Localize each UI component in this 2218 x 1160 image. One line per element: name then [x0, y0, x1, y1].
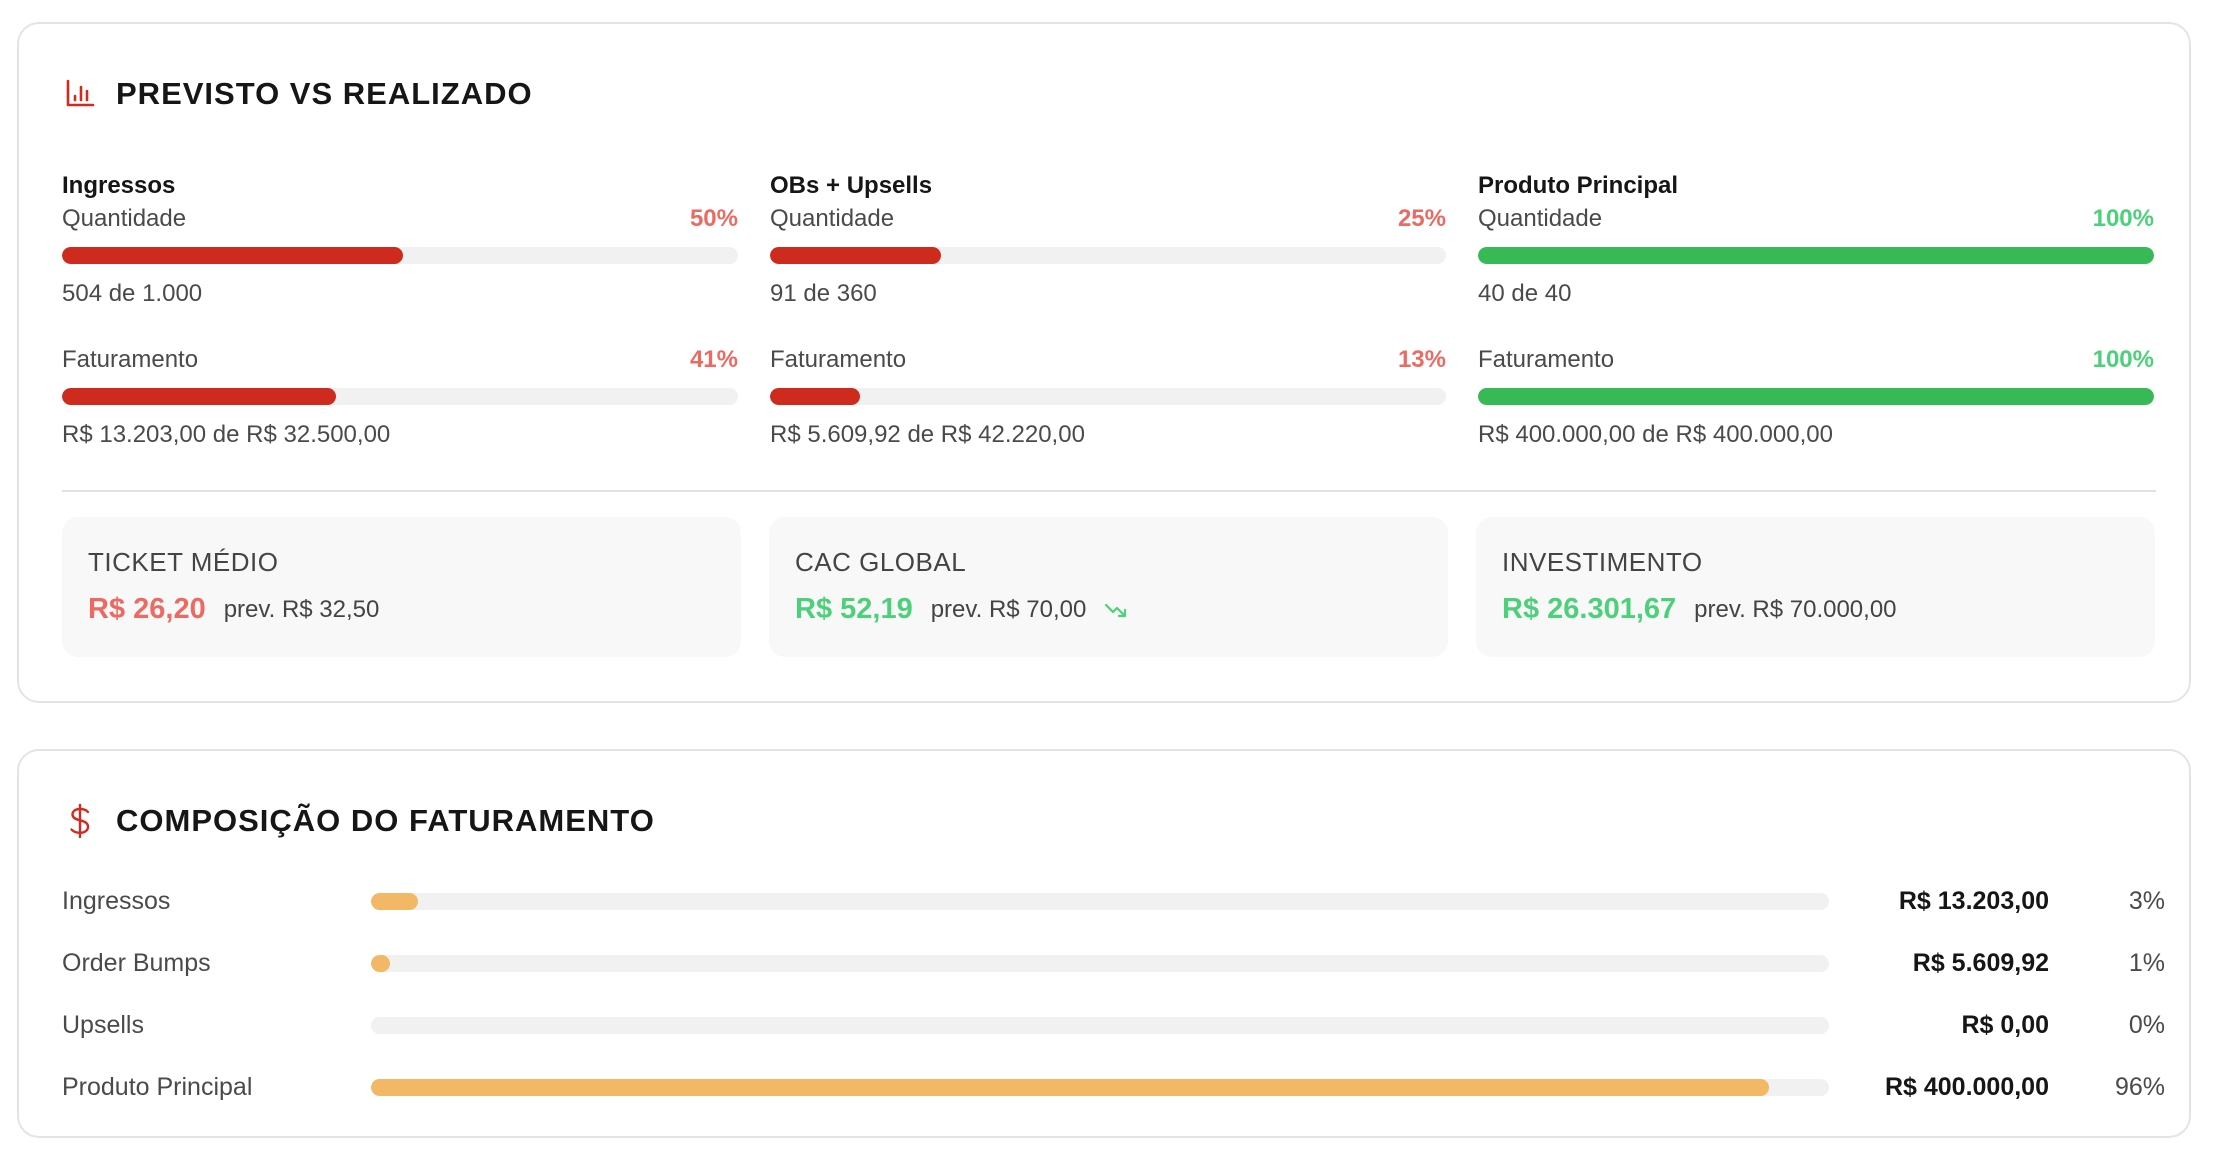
faturamento-metric: Faturamento 41% R$ 13.203,00 de R$ 32.50… [62, 344, 738, 451]
metric-label: Faturamento [1478, 346, 1615, 373]
summary-value: R$ 52,19 [795, 593, 913, 625]
bar-chart-icon [64, 78, 96, 110]
share-fill [371, 954, 390, 972]
progress-bar [62, 388, 738, 405]
composition-row: Upsells R$ 0,00 0% [62, 994, 2167, 1056]
ticket-medio-card: TICKET MÉDIO R$ 26,20 prev. R$ 32,50 [62, 517, 741, 657]
metric-detail: R$ 13.203,00 de R$ 32.500,00 [62, 421, 391, 448]
section-title: PREVISTO VS REALIZADO [116, 76, 533, 111]
share-bar [371, 892, 1829, 910]
metric-detail: 91 de 360 [770, 280, 877, 307]
metric-label: Faturamento [62, 346, 199, 373]
metric-detail: R$ 400.000,00 de R$ 400.000,00 [1478, 421, 1833, 448]
progress-bar [1478, 388, 2154, 405]
metric-percent: 100% [2092, 205, 2154, 232]
section-title: COMPOSIÇÃO DO FATURAMENTO [116, 803, 655, 838]
summary-previsto: prev. R$ 70,00 [930, 595, 1087, 623]
metric-label: Quantidade [770, 205, 895, 232]
card-header: COMPOSIÇÃO DO FATURAMENTO [64, 803, 655, 839]
metric-detail: 504 de 1.000 [62, 280, 203, 307]
share-bar [371, 954, 1829, 972]
metric-detail: 40 de 40 [1478, 280, 1572, 307]
summary-value: R$ 26,20 [88, 593, 206, 625]
progress-fill [62, 247, 403, 264]
summary-previsto: prev. R$ 70.000,00 [1694, 595, 1897, 623]
column-title: Produto Principal [1478, 172, 1679, 199]
progress-bar [770, 388, 1446, 405]
metric-percent: 25% [1397, 205, 1446, 232]
metric-label: Quantidade [62, 205, 187, 232]
dollar-icon [64, 803, 96, 839]
progress-fill [770, 388, 860, 405]
row-percent: 0% [2128, 1010, 2165, 1039]
faturamento-metric: Faturamento 13% R$ 5.609,92 de R$ 42.220… [770, 344, 1446, 451]
metric-percent: 100% [2092, 346, 2154, 373]
row-label: Order Bumps [62, 948, 211, 977]
metric-column-produto-principal: Produto Principal Quantidade 100% 40 de … [1478, 169, 2154, 451]
row-percent: 1% [2128, 948, 2165, 977]
share-fill [371, 1078, 1770, 1096]
metric-percent: 41% [689, 346, 738, 373]
row-value: R$ 13.203,00 [1898, 886, 2049, 915]
column-title: OBs + Upsells [770, 172, 933, 199]
column-title: Ingressos [62, 172, 176, 199]
share-bar [371, 1078, 1829, 1096]
metric-label: Faturamento [770, 346, 907, 373]
composicao-faturamento-card: COMPOSIÇÃO DO FATURAMENTO Ingressos R$ 1… [17, 749, 2191, 1138]
composition-row: Order Bumps R$ 5.609,92 1% [62, 932, 2167, 994]
progress-fill [1478, 247, 2154, 264]
progress-fill [1478, 388, 2154, 405]
metric-percent: 13% [1397, 346, 1446, 373]
metric-percent: 50% [689, 205, 738, 232]
metric-column-ingressos: Ingressos Quantidade 50% 504 de 1.000 Fa… [62, 169, 738, 451]
row-label: Ingressos [62, 886, 171, 915]
metric-column-obs-upsells: OBs + Upsells Quantidade 25% 91 de 360 F… [770, 169, 1446, 451]
row-value: R$ 5.609,92 [1912, 948, 2049, 977]
summary-label: CAC GLOBAL [795, 547, 967, 577]
progress-bar [1478, 247, 2154, 264]
row-percent: 3% [2128, 886, 2165, 915]
row-value: R$ 400.000,00 [1884, 1072, 2049, 1101]
row-percent: 96% [2114, 1072, 2165, 1101]
share-fill [371, 892, 418, 910]
summary-label: TICKET MÉDIO [88, 547, 279, 577]
faturamento-metric: Faturamento 100% R$ 400.000,00 de R$ 400… [1478, 344, 2154, 451]
trending-down-icon [1104, 601, 1128, 619]
divider [62, 490, 2156, 492]
summary-cards: TICKET MÉDIO R$ 26,20 prev. R$ 32,50 CAC… [62, 517, 2156, 657]
cac-global-card: CAC GLOBAL R$ 52,19 prev. R$ 70,00 [769, 517, 1448, 657]
investimento-card: INVESTIMENTO R$ 26.301,67 prev. R$ 70.00… [1476, 517, 2155, 657]
metrics-columns: Ingressos Quantidade 50% 504 de 1.000 Fa… [62, 169, 2156, 451]
progress-fill [770, 247, 942, 264]
progress-bar [62, 247, 738, 264]
summary-value: R$ 26.301,67 [1502, 593, 1677, 625]
composition-row: Ingressos R$ 13.203,00 3% [62, 870, 2167, 932]
metric-label: Quantidade [1478, 205, 1603, 232]
composition-list: Ingressos R$ 13.203,00 3% Order Bumps R$… [62, 870, 2167, 1118]
summary-label: INVESTIMENTO [1502, 547, 1703, 577]
summary-previsto: prev. R$ 32,50 [223, 595, 380, 623]
progress-fill [62, 388, 337, 405]
metric-detail: R$ 5.609,92 de R$ 42.220,00 [770, 421, 1085, 448]
row-label: Produto Principal [62, 1072, 253, 1101]
quantidade-metric: Quantidade 25% 91 de 360 [770, 203, 1446, 310]
row-value: R$ 0,00 [1961, 1010, 2049, 1039]
composition-row: Produto Principal R$ 400.000,00 96% [62, 1056, 2167, 1118]
card-header: PREVISTO VS REALIZADO [64, 76, 533, 112]
quantidade-metric: Quantidade 50% 504 de 1.000 [62, 203, 738, 310]
previsto-vs-realizado-card: PREVISTO VS REALIZADO Ingressos Quantida… [17, 22, 2191, 703]
progress-bar [770, 247, 1446, 264]
quantidade-metric: Quantidade 100% 40 de 40 [1478, 203, 2154, 310]
row-label: Upsells [62, 1010, 144, 1039]
share-bar [371, 1016, 1829, 1034]
